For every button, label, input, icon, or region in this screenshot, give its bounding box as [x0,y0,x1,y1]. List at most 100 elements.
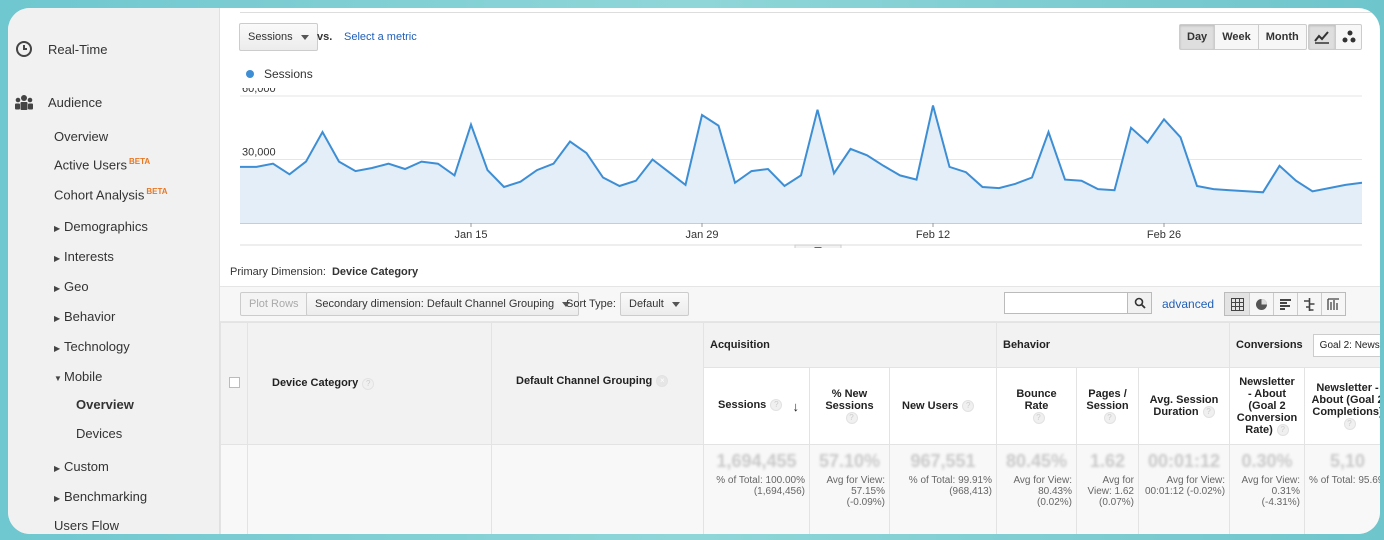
app-frame: Real-Time Audience Overview Active Users… [8,8,1380,534]
sidebar: Real-Time Audience Overview Active Users… [8,8,220,534]
nav-active-users[interactable]: Active Users BETA [54,157,150,172]
help-icon[interactable]: ? [362,377,375,390]
period-month-button[interactable]: Month [1257,25,1306,49]
nav-demographics-label: Demographics [64,219,148,234]
sessions-chart: 60,000 30,000 Jan 15 Jan 29 Feb 12 Feb 26 [240,88,1362,248]
help-icon[interactable]: ? [1343,418,1356,431]
chart-legend: Sessions [246,67,313,81]
select-metric-link[interactable]: Select a metric [344,31,417,43]
pivot-view-icon[interactable] [1321,293,1345,315]
total-new-users-value: 967,551 [910,451,976,471]
help-icon[interactable]: ? [845,412,858,425]
total-completions-sub: % of Total: 95.69% (5,33 [1309,475,1380,486]
nav-users-flow[interactable]: Users Flow [54,518,120,533]
sort-type-select[interactable]: Default [620,292,689,316]
y-tick-label: 30,000 [242,147,276,159]
secondary-dimension-select[interactable]: Secondary dimension: Default Channel Gro… [306,292,580,316]
col-conversion-rate[interactable]: Newsletter - About (Goal 2 Conversion Ra… [1229,367,1306,445]
total-conversion-rate-sub: Avg for View: 0.31% (-4.31%) [1241,475,1301,508]
bar-view-icon[interactable] [1273,293,1297,315]
chevron-down-icon [300,34,309,40]
help-icon[interactable]: ? [962,400,975,413]
help-icon[interactable]: ? [1202,406,1215,419]
total-completions-value: 5,10 [1330,451,1366,471]
nav-benchmarking[interactable]: ▶ Benchmarking [54,489,147,504]
motion-chart-icon[interactable] [1335,25,1361,49]
nav-behavior[interactable]: ▶ Behavior [54,309,115,324]
collapse-triangle-icon: ▼ [54,374,62,383]
x-tick-label: Feb 12 [916,229,950,241]
col-new-users[interactable]: New Users? [889,367,997,445]
expand-triangle-icon: ▶ [54,224,61,233]
total-new-sessions: 57.10% Avg for View: 57.15% (-0.09%) [809,444,890,534]
nav-technology-label: Technology [64,339,130,354]
chart-collapse-handle [794,244,842,248]
total-completions: 5,10 % of Total: 95.69% (5,33 [1304,444,1380,534]
expand-triangle-icon: ▶ [54,254,61,263]
divider [240,12,1374,13]
nav-demographics[interactable]: ▶ Demographics [54,219,148,234]
help-icon[interactable]: ? [770,398,783,411]
col-new-sessions[interactable]: % New Sessions? [809,367,890,445]
metric-select-value: Sessions [248,31,293,43]
x-tick-label: Jan 29 [685,229,718,241]
search-icon[interactable] [1127,293,1151,313]
nav-behavior-label: Behavior [64,309,116,324]
nav-geo[interactable]: ▶ Geo [54,279,89,294]
chevron-down-icon [814,247,822,248]
nav-custom-label: Custom [64,459,109,474]
sort-desc-arrow-icon: ↓ [792,398,800,414]
nav-active-users-label: Active Users [54,157,127,173]
nav-mobile[interactable]: ▼ Mobile [54,369,102,384]
help-icon[interactable]: ? [1103,412,1116,425]
select-all-checkbox[interactable] [228,376,240,388]
sort-type-label: Sort Type: [566,298,616,310]
col-channel-label: Default Channel Grouping [516,375,653,387]
col-sessions[interactable]: Sessions? ↓ [703,367,810,445]
nav-mobile-devices[interactable]: Devices [76,426,123,441]
nav-audience[interactable]: Audience [14,93,102,111]
chevron-down-icon [671,301,680,307]
grid-view-icon[interactable] [1225,293,1249,315]
total-avg-duration-value: 00:01:12 [1147,451,1221,471]
nav-overview[interactable]: Overview [54,129,109,144]
total-conversion-rate-value: 0.30% [1241,451,1293,471]
expand-triangle-icon: ▶ [54,494,61,503]
nav-interests[interactable]: ▶ Interests [54,249,114,264]
nav-technology[interactable]: ▶ Technology [54,339,130,354]
main-content: Sessions vs. Select a metric Day Week Mo… [220,8,1380,534]
col-pages-session[interactable]: Pages / Session? [1076,367,1139,445]
expand-triangle-icon: ▶ [54,464,61,473]
goal-select[interactable]: Goal 2: Newsletter [1312,333,1380,357]
col-bounce-rate[interactable]: Bounce Rate? [996,367,1077,445]
total-sessions-value: 1,694,455 [716,451,797,471]
help-icon[interactable]: ? [1276,424,1289,437]
line-chart-icon[interactable] [1309,25,1335,49]
legend-dot [246,70,254,78]
expand-triangle-icon: ▶ [54,344,61,353]
comparison-view-icon[interactable] [1297,293,1321,315]
advanced-link[interactable]: advanced [1162,297,1215,311]
period-day-button[interactable]: Day [1180,25,1215,49]
col-completions[interactable]: Newsletter - About (Goal 2 Completions)? [1304,367,1380,445]
col-avg-duration[interactable]: Avg. Session Duration? [1137,367,1231,445]
nav-realtime[interactable]: Real-Time [14,40,107,58]
plot-rows-button[interactable]: Plot Rows [240,292,308,316]
nav-cohort-analysis[interactable]: Cohort Analysis BETA [54,187,168,202]
expand-triangle-icon: ▶ [54,284,61,293]
nav-mobile-overview[interactable]: Overview [76,397,134,412]
total-avg-duration: 00:01:12 Avg for View: 00:01:12 (-0.02%) [1137,444,1231,534]
metric-select[interactable]: Sessions [239,23,318,51]
nav-custom[interactable]: ▶ Custom [54,459,109,474]
remove-dimension-icon[interactable]: × [656,375,669,388]
pie-view-icon[interactable] [1249,293,1273,315]
group-conversions-label: Conversions [1236,338,1303,351]
nav-interests-label: Interests [64,249,114,264]
help-icon[interactable]: ? [1032,412,1045,425]
col-device-category[interactable]: Device Category? [247,322,492,445]
table-view-toggle [1224,292,1346,316]
chart-type-toggle [1308,24,1362,50]
period-week-button[interactable]: Week [1214,25,1258,49]
period-toggle: Day Week Month [1179,24,1307,50]
table-search-input[interactable] [1005,293,1127,313]
